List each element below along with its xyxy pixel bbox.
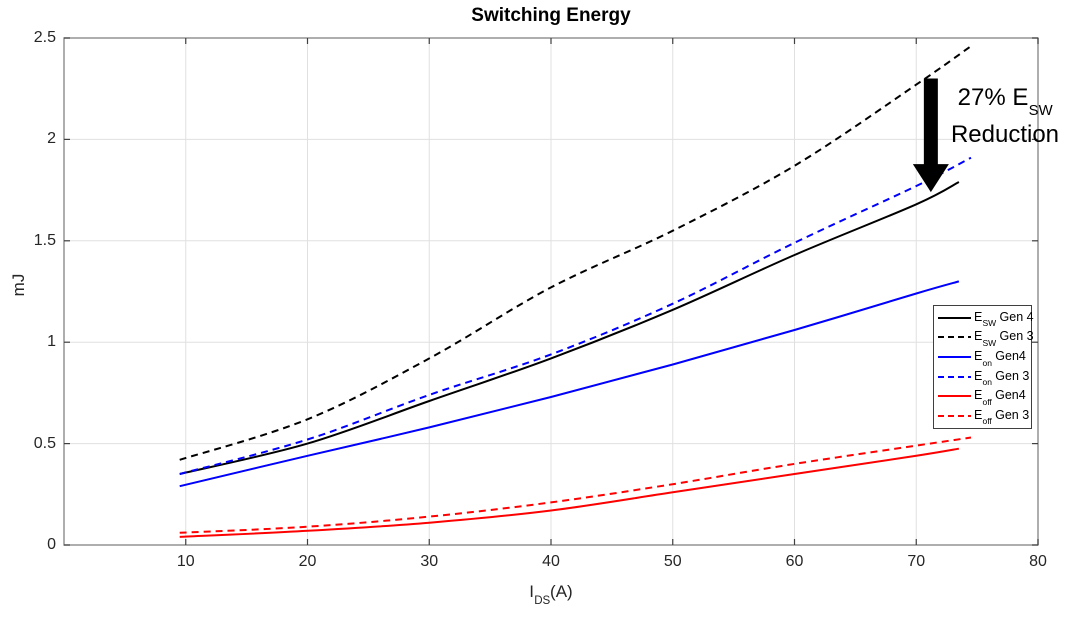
legend-item-e-on-gen4: Eon Gen4 bbox=[938, 348, 1031, 368]
x-axis-label-main: I bbox=[529, 582, 534, 601]
x-tick-label: 30 bbox=[420, 553, 439, 570]
y-tick-label: 0 bbox=[47, 536, 56, 553]
legend-line-sample bbox=[938, 316, 971, 319]
x-axis-label: IDS(A) bbox=[64, 582, 1038, 608]
series-line-e-on-gen-3 bbox=[179, 156, 972, 475]
legend-label: Eoff Gen4 bbox=[974, 388, 1026, 407]
legend-item-e-off-gen-3: Eoff Gen 3 bbox=[938, 407, 1031, 426]
legend-line-sample bbox=[938, 395, 971, 398]
series-line-e-off-gen-3 bbox=[179, 436, 972, 534]
x-tick-label: 20 bbox=[298, 553, 317, 570]
annotation-line1-subscript: SW bbox=[1028, 102, 1053, 119]
x-axis-label-units: (A) bbox=[550, 582, 573, 601]
annotation-text: 27% ESW Reduction bbox=[938, 84, 1072, 149]
legend-label: ESW Gen 3 bbox=[974, 329, 1034, 348]
legend-line-sample bbox=[938, 336, 971, 339]
legend-line-sample bbox=[938, 375, 971, 378]
x-tick-label: 60 bbox=[785, 553, 804, 570]
x-tick-label: 80 bbox=[1029, 553, 1047, 570]
y-tick-label: 2.5 bbox=[33, 29, 56, 46]
annotation-line2: Reduction bbox=[950, 120, 1060, 148]
x-tick-label: 40 bbox=[542, 553, 560, 570]
legend-label: Eon Gen4 bbox=[974, 348, 1026, 368]
x-tick-label: 50 bbox=[663, 553, 682, 570]
annotation-line1: 27% ESW bbox=[957, 84, 1053, 119]
legend-line-sample bbox=[938, 415, 971, 418]
y-tick-label: 0.5 bbox=[33, 434, 56, 452]
series-line-e-sw-gen-4 bbox=[179, 181, 960, 475]
legend-label: Eon Gen 3 bbox=[974, 368, 1030, 388]
legend-item-e-on-gen-3: Eon Gen 3 bbox=[938, 367, 1031, 388]
chart-title: Switching Energy bbox=[471, 5, 631, 26]
y-tick-label: 1.5 bbox=[33, 231, 56, 249]
x-tick-label: 70 bbox=[907, 553, 926, 570]
legend-item-e-sw-gen-3: ESW Gen 3 bbox=[938, 328, 1034, 348]
reduction-arrow bbox=[912, 78, 949, 193]
legend-label: ESW Gen 4 bbox=[974, 309, 1034, 329]
series-line-e-sw-gen-3 bbox=[179, 45, 972, 461]
legend-label: Eoff Gen 3 bbox=[974, 407, 1030, 427]
x-axis-label-subscript: DS bbox=[534, 595, 551, 608]
x-tick-label: 10 bbox=[176, 553, 195, 570]
series-line-e-on-gen4 bbox=[179, 280, 960, 488]
y-tick-label: 2 bbox=[47, 130, 56, 148]
y-tick-label: 1 bbox=[47, 333, 56, 351]
legend-line-sample bbox=[938, 356, 971, 359]
legend-item-e-sw-gen-4: ESW Gen 4 bbox=[938, 308, 1034, 329]
legend: ESW Gen 4 ESW Gen 3 Eon Gen4 Eon Gen 3 Eoff … bbox=[933, 305, 1034, 429]
y-axis-label: mJ bbox=[9, 273, 28, 297]
legend-item-e-off-gen4: Eoff Gen4 bbox=[938, 387, 1031, 407]
series-line-e-off-gen4 bbox=[179, 447, 960, 538]
